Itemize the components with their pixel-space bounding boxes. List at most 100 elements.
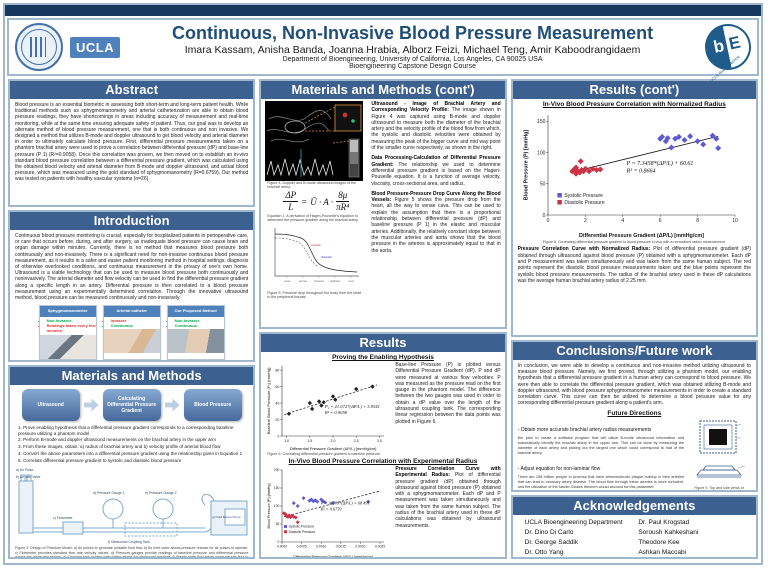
svg-text:10: 10 <box>733 218 739 224</box>
bullet-body: We plan to create a software program tha… <box>517 436 684 455</box>
svg-text:P = 36739*(ΔP/L) + 68.491: P = 36739*(ΔP/L) + 68.491 <box>320 501 370 506</box>
poster-course: Bioengineering Capstone Design Course <box>349 62 476 70</box>
svg-text:0.0025: 0.0025 <box>375 545 385 549</box>
middle-column: Materials and Methods (cont') <box>259 79 507 559</box>
future-directions-heading: Future Directions <box>607 410 662 418</box>
svg-text:50: 50 <box>276 522 280 526</box>
svg-text:P₁ = 21.672*(ΔP/L) + 5.9541: P₁ = 21.672*(ΔP/L) + 5.9541 <box>324 404 380 409</box>
abstract-body: Blood pressure is an essential biometric… <box>15 102 249 183</box>
svg-text:3.0: 3.0 <box>377 439 382 443</box>
ack-item: Dr. Otto Yang <box>524 549 564 557</box>
svg-text:2.0: 2.0 <box>331 439 336 443</box>
flow-box-blood-pressure: Blood Pressure <box>183 389 242 421</box>
svg-text:systolic: systolic <box>311 243 321 247</box>
pressure-drop-figure: systolic diastolic aorta arteries arteriol… <box>274 228 360 283</box>
svg-text:2: 2 <box>584 218 587 224</box>
results-subheading-1: Proving the Enabling Hypothesis <box>332 354 434 361</box>
figure4-caption: Figure 4. Doppler and B-mode ultrasound … <box>267 181 357 189</box>
svg-text:R² = 0.6759: R² = 0.6759 <box>320 506 343 511</box>
figure6-chart: 1.0 1.5 2.0 2.5 3.0 0 20 40 60 80 Differential Pre… <box>265 362 391 452</box>
figure7-chart: 0.0000 0.0005 0.0010 0.0015 0.0020 0.0025 0 50 1… <box>265 466 391 557</box>
svg-text:0: 0 <box>543 213 546 219</box>
svg-text:R² = 0.8664: R² = 0.8664 <box>626 168 656 175</box>
svg-text:Blood Pressure (P) [mmHg]: Blood Pressure (P) [mmHg] <box>267 483 271 528</box>
svg-text:50: 50 <box>540 182 546 188</box>
results-section: Results Proving the Enabling Hypothesis … <box>259 332 507 559</box>
poster: UCLA Continuous, Non-Invasive Blood Pres… <box>3 3 763 565</box>
svg-text:8: 8 <box>697 218 700 224</box>
svg-text:Systolic Pressure: Systolic Pressure <box>565 193 604 199</box>
svg-text:200: 200 <box>274 468 280 472</box>
figure6-text: Base-line Pressure (P) is plotted versus… <box>395 362 501 425</box>
block2-body: The relationship we used to determine di… <box>371 161 501 187</box>
acknowledgements-heading: Acknowledgements <box>512 497 756 515</box>
svg-text:diastolic: diastolic <box>321 255 332 259</box>
ucla-wordmark: UCLA <box>70 36 121 58</box>
svg-text:Diastolic Pressure: Diastolic Pressure <box>289 530 316 534</box>
svg-text:150: 150 <box>537 119 546 125</box>
left-column: Abstract Blood pressure is an essential … <box>8 79 256 559</box>
svg-text:Diastolic Pressure: Diastolic Pressure <box>565 200 606 206</box>
figure9-caption: Figure 9. Top and side views of concept … <box>694 486 744 491</box>
introduction-section: Introduction Continuous blood pressure m… <box>8 210 256 362</box>
card-bullet: Continuous <box>111 323 160 328</box>
catheter-photo <box>103 329 160 354</box>
bullet-head: Obtain more accurate brachial artery rad… <box>518 427 652 433</box>
svg-text:arterioles: arterioles <box>314 280 325 283</box>
conclusions-section: Conclusions/Future work In conclusion, w… <box>510 340 758 492</box>
future-bullet-3: Create wireless ultrasound patch This wi… <box>518 491 684 492</box>
figure8-chart: 0 2 4 6 8 10 0 50 100 150 Differential Pressure Gr… <box>513 109 756 239</box>
bioengineering-logo: b E UCLA Bioengineering <box>700 19 756 83</box>
phantom-model-diagram: a) Air Pulse b) Air Inlet Valve c) Flowm… <box>16 468 248 544</box>
svg-text:0.0020: 0.0020 <box>356 545 366 549</box>
right-column: Results (cont') In-Vivo Blood Pressure C… <box>510 79 758 559</box>
svg-text:0: 0 <box>278 434 280 438</box>
poster-header: UCLA Continuous, Non-Invasive Blood Pres… <box>7 18 759 83</box>
ack-item: Dr. Dino Di Carlo <box>524 529 574 537</box>
ucla-seal-logo <box>15 23 63 71</box>
block3-heading: Blood Pressure-Pressure Drop Curve Along… <box>371 190 501 204</box>
svg-text:a) Air Pulse: a) Air Pulse <box>16 468 33 472</box>
svg-text:arteries: arteries <box>299 280 308 283</box>
bullet-head: Adjust equation for non-laminar flow <box>518 466 601 472</box>
patch-side-view-sketch <box>696 465 746 478</box>
ack-item: Dr. Paul Krogstad <box>638 519 690 526</box>
flow-box-ultrasound: Ultrasound <box>21 389 80 421</box>
equation-1: ΔP L = Ū · A · 8μ πR⁴ <box>283 190 350 212</box>
abstract-heading: Abstract <box>10 81 254 99</box>
svg-text:e) Pressure Gauge 2: e) Pressure Gauge 2 <box>145 491 177 495</box>
conclusions-body: In conclusion, we were able to develop a… <box>517 363 751 407</box>
results-heading: Results <box>261 334 505 352</box>
introduction-body: Continuous blood pressure monitoring is … <box>15 233 249 301</box>
card-sphygmomanometer: Sphygmomanometer Non-invasive Readings t… <box>38 305 97 360</box>
svg-text:100: 100 <box>537 150 546 156</box>
svg-text:1.0: 1.0 <box>284 439 289 443</box>
svg-text:6: 6 <box>659 218 662 224</box>
svg-text:Systolic Pressure: Systolic Pressure <box>289 525 315 529</box>
card-bullet: Readings taken every few minutes <box>47 323 96 333</box>
card-bullet: Non-invasive <box>47 318 96 323</box>
svg-text:80: 80 <box>276 368 280 372</box>
method-step: 1. Prove enabling hypothesis that a diff… <box>18 425 234 436</box>
ack-item: Theodore Kee <box>638 539 680 547</box>
ultrasound-figure <box>265 101 364 181</box>
card-bullet: Non-invasive <box>175 318 224 323</box>
method-comparison-cards: Sphygmomanometer Non-invasive Readings t… <box>10 303 253 360</box>
svg-text:g) Fluid Return Pump: g) Fluid Return Pump <box>212 515 241 519</box>
svg-text:4: 4 <box>622 218 625 224</box>
acknowledgements-section: Acknowledgements UCLA Bioengineering Dep… <box>510 495 758 559</box>
svg-text:aorta: aorta <box>285 280 291 283</box>
results-cont-heading: Results (cont') <box>512 81 756 99</box>
results-cont-text-heading: Pressure Correlation Curve with Normaliz… <box>517 246 651 253</box>
flow-box-gradient: Calculating Differential Pressure Gradie… <box>102 389 161 421</box>
ack-item: UCLA Bioengineering Department <box>524 519 623 526</box>
svg-text:60: 60 <box>276 385 280 389</box>
block3-body: Figure 5 shows the pressure drop from th… <box>371 197 501 254</box>
methods-cont-heading: Materials and Methods (cont') <box>261 81 505 99</box>
results-cont-text: Plot of differential pressure gradient (… <box>517 246 751 284</box>
figure6-caption: Figure 6. Correlating differential press… <box>267 452 381 456</box>
abstract-section: Abstract Blood pressure is an essential … <box>8 79 256 207</box>
block2-heading: Data Processing-Calculation of Different… <box>371 155 501 168</box>
top-accent-bar <box>5 5 761 16</box>
svg-text:f) Ultrasound Coupling Tank: f) Ultrasound Coupling Tank <box>108 540 150 544</box>
